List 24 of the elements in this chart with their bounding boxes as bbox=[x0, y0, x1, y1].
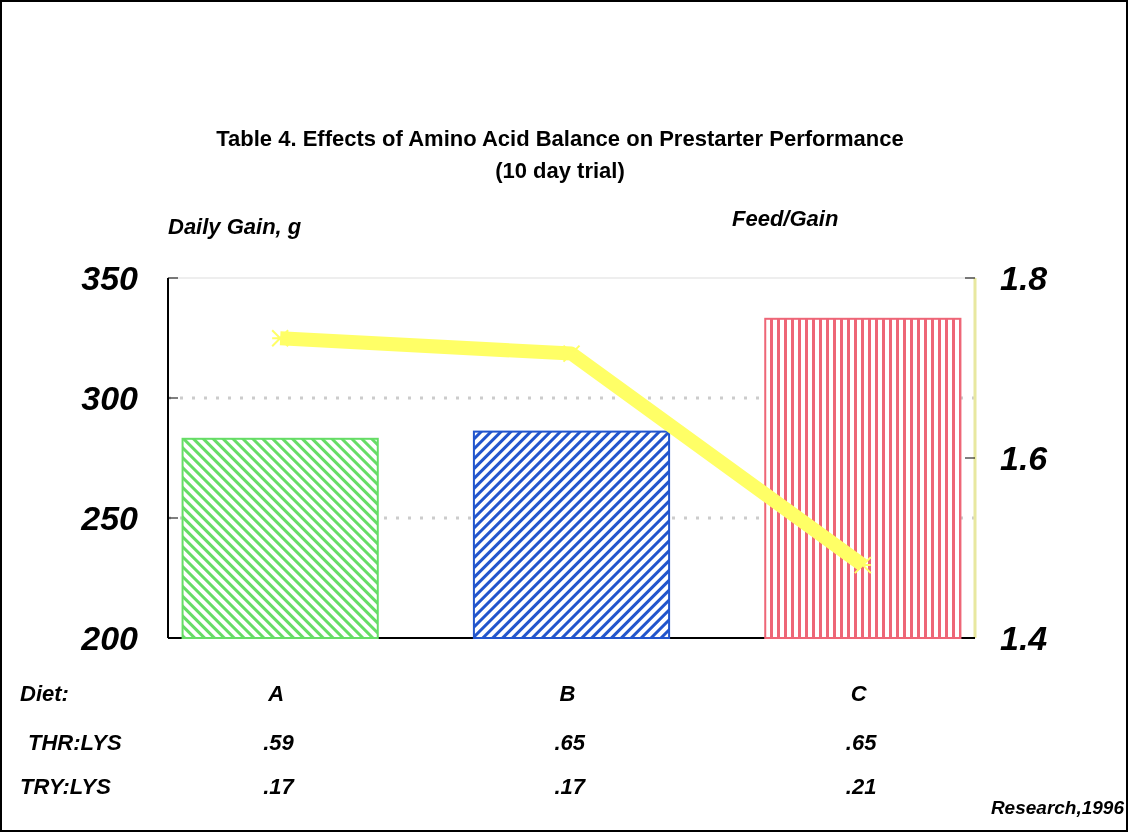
text: .17 bbox=[263, 774, 296, 799]
text: TRY:LYS bbox=[20, 774, 112, 799]
text: .17 bbox=[554, 774, 587, 799]
y-axis-title: Daily Gain, g bbox=[168, 214, 302, 239]
x-tick-label: B bbox=[559, 681, 576, 706]
chart-title: Table 4. Effects of Amino Acid Balance on Prestarter Performance bbox=[216, 126, 904, 151]
text: .65 bbox=[845, 730, 878, 755]
text: THR:LYS bbox=[28, 730, 123, 755]
text: Research,1996 bbox=[990, 797, 1125, 818]
x-tick-label: C bbox=[850, 681, 868, 706]
y-tick-label: 350 bbox=[81, 259, 139, 297]
text: .59 bbox=[263, 730, 295, 755]
y2-tick-label: 1.6 bbox=[1000, 439, 1049, 477]
y2-tick-label: 1.4 bbox=[1000, 619, 1048, 657]
y-tick-label: 300 bbox=[81, 379, 139, 417]
y-tick-label: 250 bbox=[80, 499, 139, 537]
y2-tick-label: 1.8 bbox=[1000, 259, 1048, 297]
y2-axis-title: Feed/Gain bbox=[732, 206, 839, 231]
chart-subtitle: (10 day trial) bbox=[495, 158, 625, 183]
x-tick-label: A bbox=[267, 681, 285, 706]
text: .21 bbox=[845, 774, 877, 799]
x-axis-title: Diet: bbox=[20, 681, 69, 706]
text: .65 bbox=[554, 730, 586, 755]
y-tick-label: 200 bbox=[80, 619, 139, 657]
